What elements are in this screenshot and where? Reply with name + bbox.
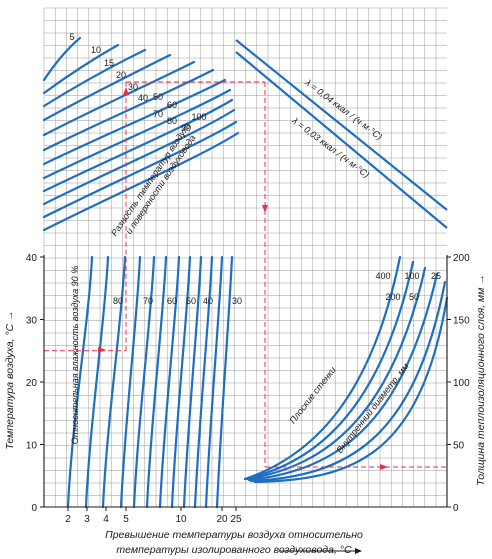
- humidity-curve-label: 40: [203, 296, 213, 306]
- temp-difference-curve: [42, 36, 82, 82]
- humidity-curve: [84, 255, 110, 509]
- temp-difference-curve: [42, 131, 240, 232]
- guide-arrowhead: [380, 464, 388, 470]
- humidity-curve: [101, 255, 127, 509]
- guide-arrowhead: [123, 87, 129, 95]
- diameter-curve-label: 400: [375, 271, 390, 281]
- temp-difference-curve-label: 60: [167, 100, 177, 110]
- humidity-curve-label: 60: [167, 296, 177, 306]
- humidity-curve-label: 50: [186, 296, 196, 306]
- humidity-curve: [215, 255, 234, 509]
- curves: [42, 36, 449, 509]
- lambda-004-line: [235, 39, 448, 211]
- right-tick-label: 50: [453, 441, 465, 452]
- x-tick-label: 3: [84, 514, 90, 525]
- insulation-thickness-curve: [243, 260, 415, 481]
- x-tick-label: 20: [216, 514, 228, 525]
- right-axis-title: Толщина теплоизоляционного слоя, мм →: [475, 274, 487, 486]
- insulation-thickness-curve: [253, 296, 449, 484]
- x-tick-label: 25: [230, 514, 242, 525]
- temp-difference-curve: [42, 48, 147, 108]
- temp-difference-curve-label: 15: [104, 58, 114, 68]
- temp-difference-curve: [42, 60, 196, 137]
- humidity-curve-label: 30: [232, 296, 242, 306]
- humidity-curve-label: 70: [143, 296, 153, 306]
- temp-difference-curve-label: 70: [153, 109, 163, 119]
- humidity-curve: [170, 255, 192, 509]
- temp-difference-curve: [42, 88, 232, 180]
- left-tick-label: 40: [26, 253, 38, 264]
- left-axis-title: Температура воздуха, °C →: [4, 310, 16, 449]
- humidity-curve: [119, 255, 142, 509]
- humidity-curve: [204, 255, 224, 509]
- x-tick-label: 4: [103, 514, 109, 525]
- temp-difference-curve-label: 30: [128, 82, 138, 92]
- humidity-curve: [158, 255, 181, 509]
- right-tick-label: 100: [453, 378, 470, 389]
- diameter-curve-label: 200: [385, 292, 400, 302]
- x-tick-label: 10: [175, 514, 187, 525]
- temp-difference-curve: [42, 53, 172, 122]
- temp-difference-curve-label: 80: [167, 116, 177, 126]
- temp-difference-curve-label: 90: [181, 123, 191, 133]
- temp-difference-curve: [42, 120, 238, 219]
- x-axis-title-arrowhead: [355, 548, 362, 554]
- insulation-thickness-curve: [247, 272, 439, 482]
- left-tick-label: 20: [26, 378, 38, 389]
- diameter-curve-label: 25: [431, 271, 441, 281]
- guide-arrowhead: [98, 347, 106, 353]
- humidity-curve: [132, 255, 156, 509]
- grid: [43, 7, 447, 507]
- temp-difference-curve: [42, 43, 120, 95]
- temp-difference-curve-label: 5: [69, 32, 74, 42]
- temp-difference-curve: [42, 78, 227, 166]
- left-tick-label: 0: [31, 503, 37, 514]
- axes: [43, 255, 448, 508]
- guide-arrowhead: [262, 205, 268, 213]
- right-tick-label: 0: [453, 503, 459, 514]
- temp-difference-curve-label: 20: [116, 70, 126, 80]
- temp-difference-curve-label: 50: [153, 92, 163, 102]
- temp-difference-curve-label: 40: [138, 93, 148, 103]
- left-tick-label: 30: [26, 316, 38, 327]
- lambda-003-line: [235, 51, 448, 229]
- diameter-curve-label: 50: [409, 292, 419, 302]
- humidity-curve: [182, 255, 203, 509]
- humidity-curve: [145, 255, 168, 509]
- insulation-thickness-curve: [249, 280, 447, 483]
- temp-difference-curve: [42, 98, 234, 193]
- temp-difference-curve: [42, 108, 236, 206]
- humidity-label: Относительная влажность воздуха 90 %: [70, 266, 80, 444]
- right-tick-label: 150: [453, 316, 470, 327]
- temp-difference-curve: [42, 68, 215, 152]
- x-axis-title-line1: Превышение температуры воздуха относител…: [105, 529, 363, 541]
- insulation-thickness-curve: [245, 266, 427, 481]
- humidity-curve: [66, 255, 94, 509]
- humidity-curve: [193, 255, 214, 509]
- diameter-curve-label: 100: [404, 271, 419, 281]
- insulation-thickness-curve: [243, 255, 402, 481]
- left-tick-label: 10: [26, 441, 38, 452]
- right-tick-label: 200: [453, 253, 470, 264]
- x-tick-label: 5: [123, 514, 129, 525]
- humidity-curve-label: 80: [113, 296, 123, 306]
- temp-difference-curve-label: 10: [91, 45, 101, 55]
- guide-lines: [44, 81, 447, 470]
- x-axis-title-line2: температуры изолированного воздуховода, …: [116, 544, 352, 556]
- temp-difference-curve-label: 100: [191, 112, 206, 122]
- x-tick-label: 2: [65, 514, 71, 525]
